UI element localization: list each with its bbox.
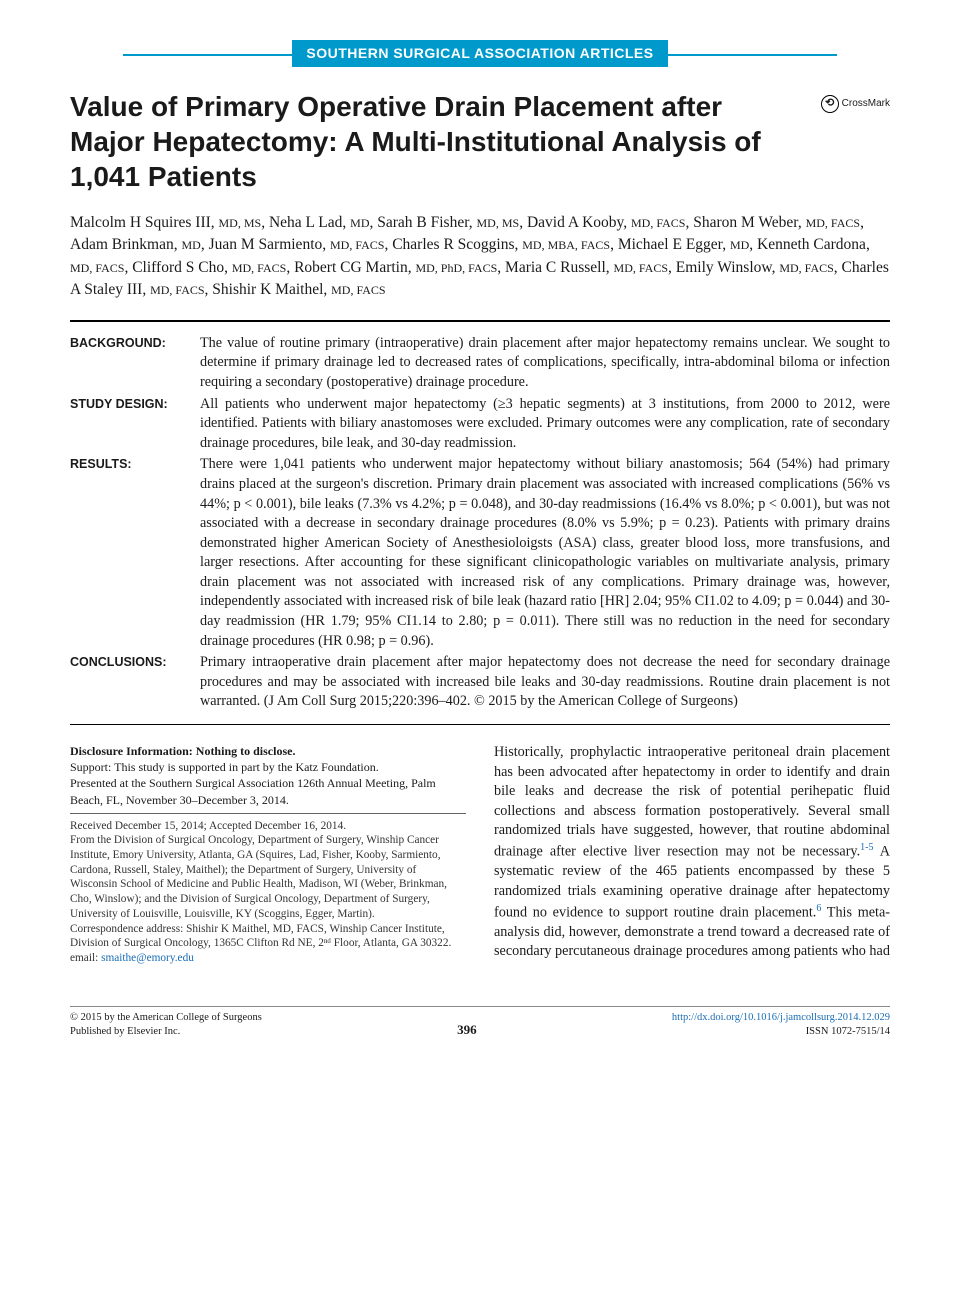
abstract-label: STUDY DESIGN: [70, 395, 200, 454]
two-column-body: Disclosure Information: Nothing to discl… [70, 743, 890, 965]
author-name: Adam Brinkman [70, 236, 174, 253]
disclosure-heading: Disclosure Information: Nothing to discl… [70, 743, 466, 759]
abstract-design: STUDY DESIGN: All patients who underwent… [70, 395, 890, 454]
author-credentials: MD, FACS [232, 261, 286, 275]
disclosure-block: Disclosure Information: Nothing to discl… [70, 743, 466, 808]
author-name: Kenneth Cardona [757, 236, 866, 253]
author-credentials: MD, MBA, FACS [522, 238, 610, 252]
author-name: Robert CG Martin [294, 259, 408, 276]
section-banner: SOUTHERN SURGICAL ASSOCIATION ARTICLES [70, 40, 890, 67]
abstract-label: RESULTS: [70, 455, 200, 651]
received-line: Received December 15, 2014; Accepted Dec… [70, 819, 466, 834]
author-name: Sharon M Weber [693, 214, 798, 231]
author-credentials: MD, FACS [330, 238, 384, 252]
abstract-text: There were 1,041 patients who underwent … [200, 455, 890, 651]
author-credentials: MD [730, 238, 749, 252]
author-credentials: MD, FACS [150, 283, 204, 297]
abstract-results: RESULTS: There were 1,041 patients who u… [70, 455, 890, 651]
author-credentials: MD, FACS [70, 261, 124, 275]
title-row: Value of Primary Operative Drain Placeme… [70, 89, 890, 212]
author-name: Charles R Scoggins [392, 236, 514, 253]
disclosure-presented: Presented at the Southern Surgical Assoc… [70, 775, 466, 807]
aff-divider [70, 813, 466, 814]
rule-top [70, 320, 890, 322]
author-credentials: MD, MS [477, 216, 520, 230]
correspondence: Correspondence address: Shishir K Maithe… [70, 922, 466, 966]
crossmark-icon: ⟲ [821, 95, 839, 113]
crossmark-badge[interactable]: ⟲ CrossMark [821, 95, 890, 113]
author-name: Malcolm H Squires III [70, 214, 211, 231]
abstract-conclusions: CONCLUSIONS: Primary intraoperative drai… [70, 653, 890, 712]
author-list: Malcolm H Squires III, MD, MS, Neha L La… [70, 212, 890, 302]
rule-bottom [70, 724, 890, 725]
section-banner-text: SOUTHERN SURGICAL ASSOCIATION ARTICLES [292, 40, 667, 67]
author-name: Neha L Lad [269, 214, 342, 231]
author-name: David A Kooby [527, 214, 623, 231]
page-number: 396 [457, 1021, 477, 1039]
body-paragraph: Historically, prophylactic intraoperativ… [494, 743, 890, 962]
author-credentials: MD [350, 216, 369, 230]
author-credentials: MD, FACS [631, 216, 685, 230]
author-name: Shishir K Maithel [212, 281, 323, 298]
abstract-text: Primary intraoperative drain placement a… [200, 653, 890, 712]
author-credentials: MD, FACS [331, 283, 385, 297]
correspondence-email[interactable]: smaithe@emory.edu [101, 952, 194, 964]
doi-link[interactable]: http://dx.doi.org/10.1016/j.jamcollsurg.… [672, 1011, 890, 1025]
right-column: Historically, prophylactic intraoperativ… [494, 743, 890, 965]
author-credentials: MD, FACS [806, 216, 860, 230]
article-title: Value of Primary Operative Drain Placeme… [70, 89, 801, 194]
abstract-background: BACKGROUND: The value of routine primary… [70, 334, 890, 393]
author-credentials: MD, FACS [614, 261, 668, 275]
ref-link[interactable]: 1-5 [860, 842, 873, 853]
copyright: © 2015 by the American College of Surgeo… [70, 1011, 262, 1025]
author-credentials: MD, FACS [779, 261, 833, 275]
affiliations-from: From the Division of Surgical Oncology, … [70, 833, 466, 921]
author-name: Clifford S Cho [132, 259, 224, 276]
footer-left: © 2015 by the American College of Surgeo… [70, 1011, 262, 1039]
disclosure-support: Support: This study is supported in part… [70, 759, 466, 775]
author-credentials: MD, PhD, FACS [415, 261, 497, 275]
author-name: Emily Winslow [676, 259, 772, 276]
author-credentials: MD [182, 238, 201, 252]
author-name: Juan M Sarmiento [209, 236, 323, 253]
page-footer: © 2015 by the American College of Surgeo… [70, 1006, 890, 1039]
author-credentials: MD, MS [219, 216, 262, 230]
crossmark-label: CrossMark [842, 97, 890, 111]
abstract: BACKGROUND: The value of routine primary… [70, 334, 890, 712]
abstract-text: All patients who underwent major hepatec… [200, 395, 890, 454]
author-name: Sarah B Fisher [377, 214, 469, 231]
publisher: Published by Elsevier Inc. [70, 1025, 262, 1039]
issn: ISSN 1072-7515/14 [672, 1025, 890, 1039]
author-name: Michael E Egger [618, 236, 722, 253]
body-text-1a: Historically, prophylactic intraoperativ… [494, 744, 890, 860]
abstract-label: BACKGROUND: [70, 334, 200, 393]
left-column: Disclosure Information: Nothing to discl… [70, 743, 466, 965]
abstract-text: The value of routine primary (intraopera… [200, 334, 890, 393]
author-name: Maria C Russell [505, 259, 606, 276]
footer-right: http://dx.doi.org/10.1016/j.jamcollsurg.… [672, 1011, 890, 1039]
abstract-label: CONCLUSIONS: [70, 653, 200, 712]
affiliations-block: Received December 15, 2014; Accepted Dec… [70, 813, 466, 966]
